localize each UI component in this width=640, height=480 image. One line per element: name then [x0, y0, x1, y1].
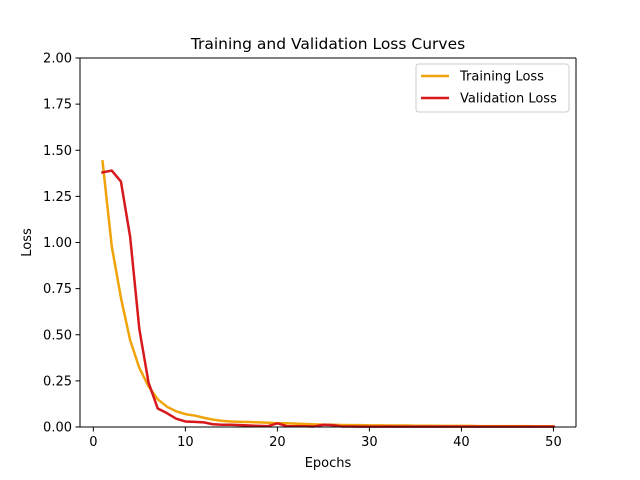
y-tick-label: 1.50	[43, 144, 72, 159]
plot-area	[80, 58, 576, 427]
x-tick-label: 40	[453, 435, 470, 450]
legend-box	[415, 63, 570, 113]
y-tick-label: 0.25	[43, 374, 72, 389]
x-axis-ticks: 0 10 20 30 40 50	[89, 427, 562, 450]
y-axis-ticks: 0.00 0.25 0.50 0.75 1.00 1.25 1.50 1.75 2.00	[43, 52, 80, 436]
legend: Training Loss Validation Loss	[415, 63, 570, 113]
y-tick-label: 1.00	[43, 236, 72, 251]
y-tick-label: 2.00	[43, 52, 72, 67]
x-tick-label: 20	[269, 435, 286, 450]
x-tick-label: 30	[361, 435, 378, 450]
x-tick-label: 10	[177, 435, 194, 450]
legend-label-validation-loss: Validation Loss	[460, 92, 557, 107]
y-tick-label: 0.00	[43, 421, 72, 436]
chart-title: Training and Validation Loss Curves	[190, 35, 465, 53]
y-axis-label: Loss	[20, 228, 35, 257]
y-tick-label: 0.75	[43, 282, 72, 297]
x-tick-label: 0	[89, 435, 97, 450]
x-tick-label: 50	[545, 435, 562, 450]
y-tick-label: 0.50	[43, 328, 72, 343]
y-tick-label: 1.75	[43, 98, 72, 113]
x-axis-label: Epochs	[305, 456, 352, 471]
y-tick-label: 1.25	[43, 190, 72, 205]
legend-label-training-loss: Training Loss	[459, 70, 544, 85]
